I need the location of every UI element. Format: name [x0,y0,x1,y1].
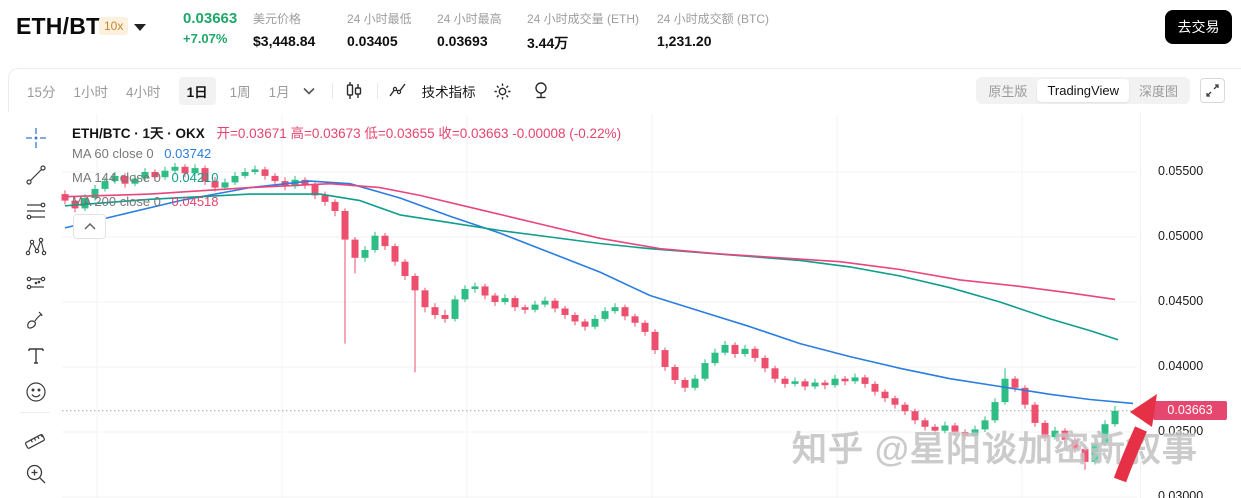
stat-usd-price: 美元价格 $3,448.84 [253,10,315,49]
stat-24h-high: 24 小时最高 0.03693 [437,10,502,49]
stat-value: 3.44万 [527,35,569,51]
measure-ruler-tool-icon[interactable] [22,424,49,451]
axis-price-label: 0.05500 [1158,164,1204,178]
drawing-toolbar-divider [20,412,50,413]
legend-symbol: ETH/BTC · 1天 · OKX [72,126,205,141]
settings-gear-icon[interactable] [492,80,514,102]
legend-ma144-row[interactable]: MA 144 close 0 0.04210 [72,170,219,185]
zoom-in-tool-icon[interactable] [22,460,49,487]
stat-24h-volume-eth: 24 小时成交量 (ETH) 3.44万 [527,10,639,53]
pair-header: ETH/BTC 10x 0.03663 +7.07% 美元价格 $3,448.8… [0,0,1241,62]
stat-24h-turnover-btc: 24 小时成交额 (BTC) 1,231.20 [657,10,769,49]
last-price: 0.03663 [183,10,238,27]
zhihu-watermark: 知乎 @星阳谈加密新叙事 [792,430,1198,469]
tab-tradingview[interactable]: TradingView [1037,79,1129,102]
chart-legend[interactable]: ETH/BTC · 1天 · OKX 开=0.03671 高=0.03673 低… [72,122,621,142]
axis-price-label: 0.04000 [1158,359,1204,373]
timeframe-4h[interactable]: 4小时 [126,85,161,100]
stat-value: 1,231.20 [657,33,712,49]
ma144-value: 0.04210 [171,170,219,185]
last-price-block: 0.03663 +7.07% [183,10,237,46]
timeframe-15m[interactable]: 15分 [27,85,56,100]
stat-value: 0.03405 [347,33,398,49]
crosshair-tool-icon[interactable] [22,124,49,151]
legend-ma200-row[interactable]: MA 200 close 0 0.04518 [72,194,219,209]
legend-ma60-row[interactable]: MA 60 close 0 0.03742 [72,146,211,161]
ma144-label: MA 144 close 0 [72,170,161,185]
chart-view-switcher: 原生版 TradingView 深度图 [976,77,1190,104]
stat-label: 24 小时成交额 (BTC) [657,12,770,26]
fullscreen-expand-icon[interactable] [1200,78,1225,103]
axis-price-label: 0.05000 [1158,229,1204,243]
screenshot-camera-icon[interactable] [530,80,552,102]
candle-style-icon[interactable] [343,80,365,102]
axis-price-label: 0.03000 [1158,489,1204,498]
tab-native-chart[interactable]: 原生版 [988,84,1028,99]
emoji-tool-icon[interactable] [22,378,49,405]
leverage-badge: 10x [99,17,129,35]
timeframe-1w[interactable]: 1周 [229,85,251,100]
stat-label: 24 小时成交量 (ETH) [527,12,640,26]
brush-tool-icon[interactable] [22,306,49,333]
axis-price-label: 0.03500 [1158,424,1204,438]
ma60-value: 0.03742 [164,146,212,161]
toolbar-divider [376,83,378,99]
indicators-label[interactable]: 技术指标 [421,85,476,100]
go-trade-button[interactable]: 去交易 [1165,10,1232,44]
toolbar-divider [331,83,333,99]
drawing-toolbar [8,112,62,498]
axis-price-label: 0.04500 [1158,294,1204,308]
chart-toolbar: 15分 1小时 4小时 1日 1周 1月 [9,69,1241,113]
ma200-value: 0.04518 [171,194,219,209]
stat-label: 24 小时最高 [437,12,502,26]
stat-label: 24 小时最低 [347,12,412,26]
price-axis[interactable]: 0.05500 0.05000 0.04500 0.04000 0.03500 0.030… [1140,112,1241,498]
timeframe-1h[interactable]: 1小时 [73,85,109,100]
projection-tool-icon[interactable] [22,269,49,296]
stat-24h-low: 24 小时最低 0.03405 [347,10,412,49]
chevron-down-icon[interactable] [134,24,146,31]
stat-label: 美元价格 [253,12,302,26]
ma200-label: MA 200 close 0 [72,194,161,209]
stat-value: 0.03693 [437,33,488,49]
text-tool-icon[interactable] [22,342,49,369]
last-price-tag: 0.03663 [1153,401,1227,421]
ma60-label: MA 60 close 0 [72,146,154,161]
fib-retracement-tool-icon[interactable] [22,197,49,224]
timeframe-more-chevron-icon[interactable] [298,80,320,102]
indicators-icon[interactable] [388,80,410,102]
timeframe-1mo[interactable]: 1月 [268,85,290,100]
trend-line-tool-icon[interactable] [22,161,49,188]
tab-depth-chart[interactable]: 深度图 [1138,84,1178,99]
legend-ohlc: 开=0.03671 高=0.03673 低=0.03655 收=0.03663 … [216,126,622,141]
xabcd-pattern-tool-icon[interactable] [22,233,49,260]
stat-value: $3,448.84 [253,33,316,49]
legend-collapse-button[interactable] [73,214,106,239]
price-change-percent: +7.07% [183,31,228,46]
timeframe-1d[interactable]: 1日 [178,77,216,105]
